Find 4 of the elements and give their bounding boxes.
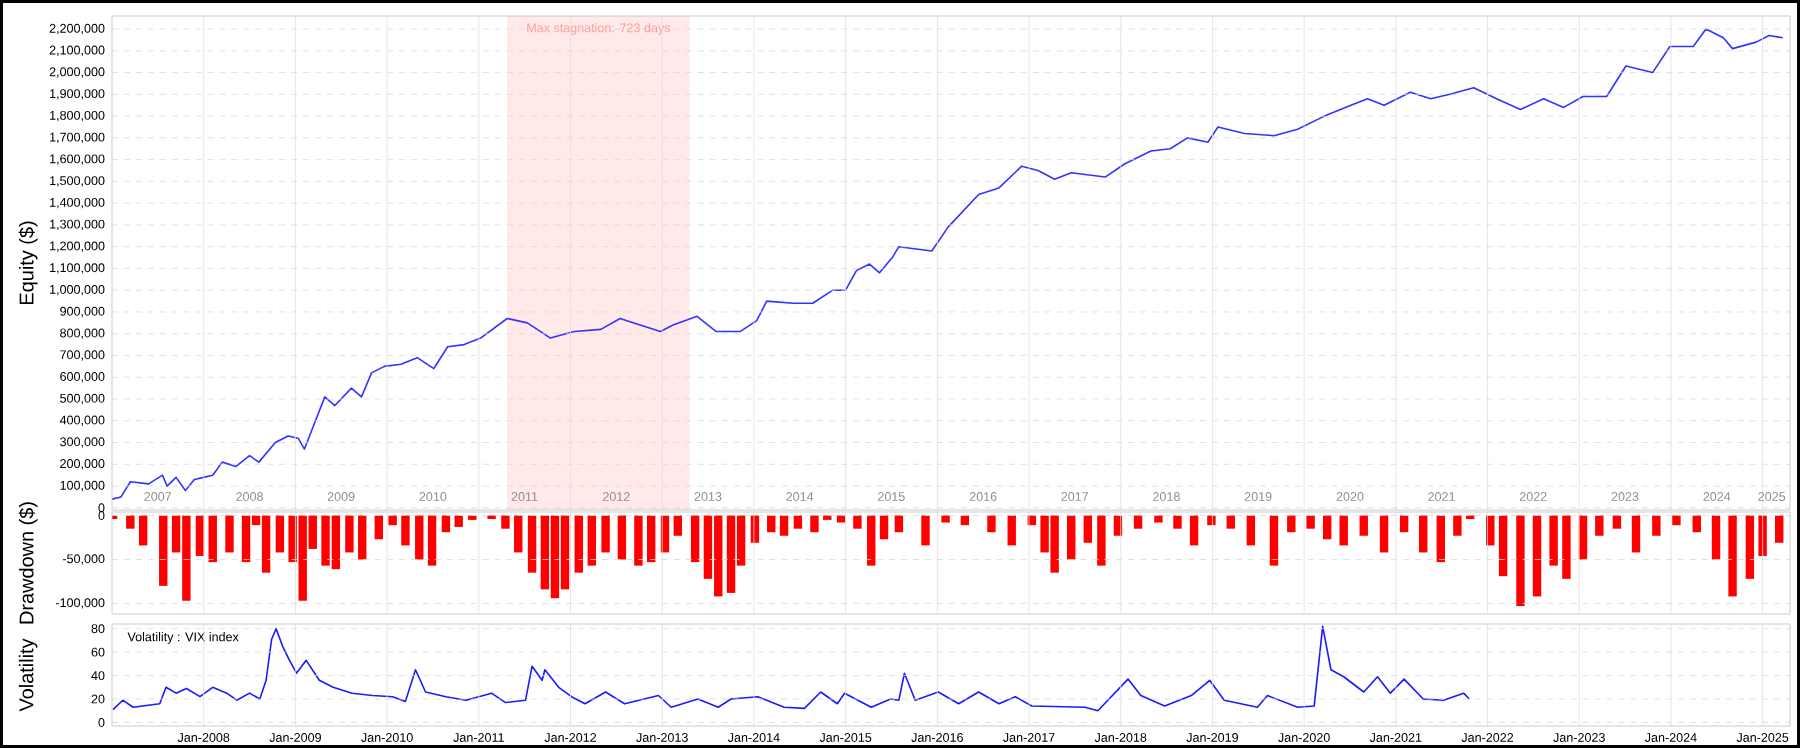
y-axis-title: Drawdown ($)	[18, 502, 38, 624]
line-series	[112, 625, 1470, 712]
y-axis-title: Volatility	[18, 638, 38, 712]
y-axis-title: Equity ($)	[18, 221, 38, 305]
